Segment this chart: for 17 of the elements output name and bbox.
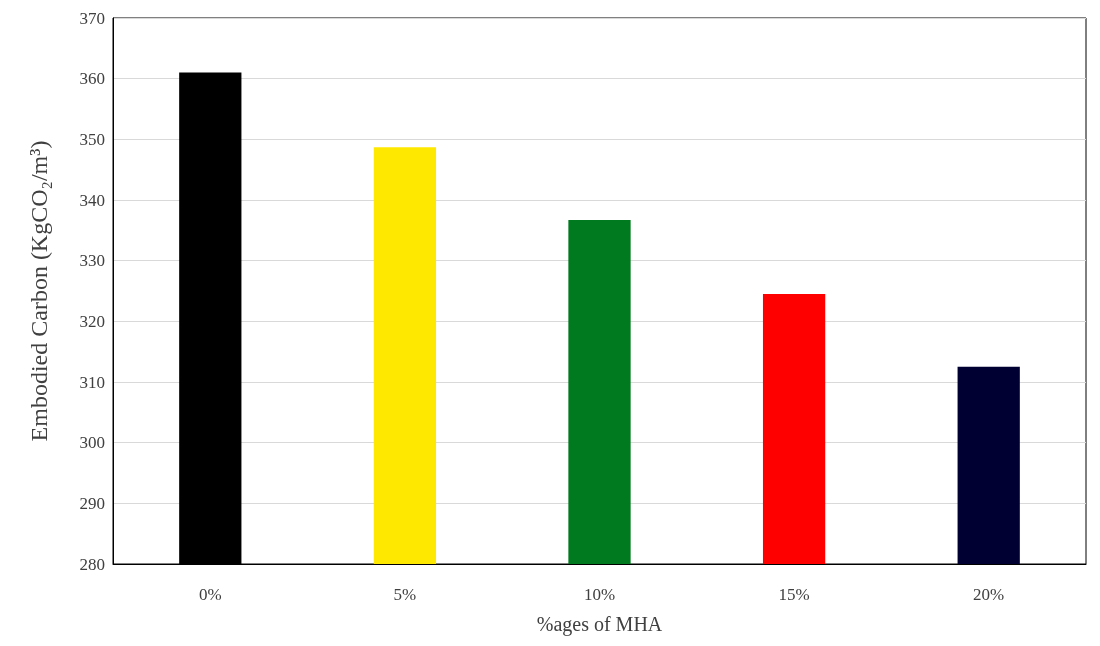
x-tick-label: 20%	[973, 585, 1005, 604]
y-tick-label: 310	[79, 372, 105, 392]
x-axis-title: %ages of MHA	[536, 613, 663, 636]
y-tick-label: 370	[79, 8, 105, 28]
y-tick-label: 300	[79, 433, 105, 453]
y-tick-label: 330	[79, 251, 105, 271]
y-axis-title: Embodied Carbon (KgCO₂/m³)	[26, 140, 52, 442]
x-tick-label: 10%	[583, 585, 616, 604]
x-tick-label: 5%	[393, 585, 417, 604]
y-tick-label: 290	[79, 493, 105, 513]
y-tick-label: 320	[79, 311, 105, 331]
y-tick-label: 280	[79, 554, 105, 574]
y-tick-label: 340	[79, 190, 105, 210]
x-tick-label: 15%	[778, 585, 810, 604]
y-tick-label: 360	[79, 69, 105, 89]
y-tick-label: 350	[79, 129, 105, 149]
x-tick-label: 0%	[198, 585, 222, 604]
